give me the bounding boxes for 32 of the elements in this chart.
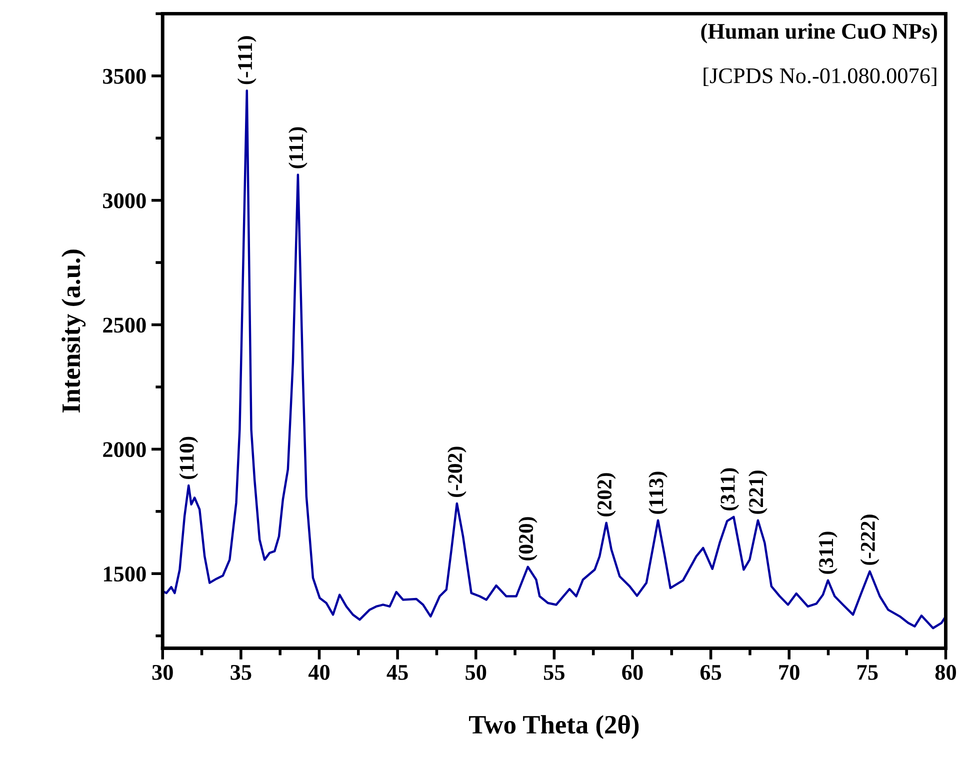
x-tick-label: 80: [935, 664, 956, 680]
y-tick-label: 2000: [103, 442, 146, 458]
y-tick-label: 3500: [103, 68, 146, 84]
x-tick-label: 45: [386, 665, 408, 680]
annotation: (-111): [237, 36, 256, 84]
annotation: (110): [179, 436, 198, 480]
annotation: (Human urine CuO NPs): [701, 23, 937, 44]
annotation: (311): [720, 468, 740, 510]
annotation: (113): [648, 472, 668, 514]
x-tick-label: 55: [544, 665, 564, 680]
annotation: (-202): [447, 446, 466, 497]
line-series: [162, 89, 946, 630]
annotation: (111): [288, 127, 308, 168]
annotation: (202): [596, 473, 616, 516]
x-axis-title: Two Theta (2θ): [469, 714, 639, 740]
annotation: (311): [818, 532, 838, 574]
x-tick-label: 75: [858, 665, 878, 680]
x-tick-label: 40: [308, 664, 330, 680]
x-tick-label: 50: [466, 664, 486, 680]
y-tick-label: 2500: [103, 318, 146, 333]
annotation: (221): [748, 470, 768, 514]
x-tick-label: 65: [700, 664, 722, 680]
y-tick-label: 1500: [104, 566, 146, 582]
x-tick-label: 35: [230, 664, 252, 680]
y-tick-label: 3000: [103, 193, 146, 208]
annotation: (020): [518, 517, 538, 560]
x-tick-label: 60: [622, 664, 643, 680]
annotation: [JCPDS No.-01.080.0076]: [704, 68, 936, 86]
y-axis-title: Intensity (a.u.): [62, 250, 86, 413]
x-tick-label: 30: [152, 664, 173, 680]
x-tick-label: 70: [779, 664, 800, 680]
annotation: (-222): [860, 514, 880, 565]
